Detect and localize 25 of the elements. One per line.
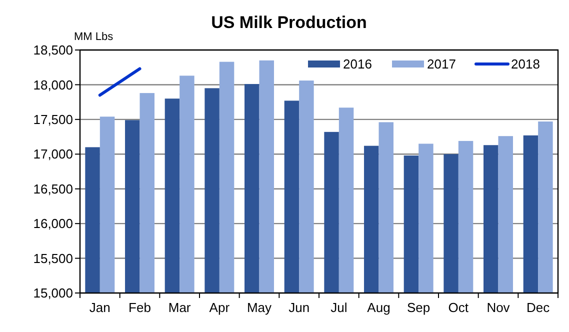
y-tick-label: 18,500 (33, 42, 73, 58)
y-tick-label: 18,000 (33, 77, 73, 92)
y-tick-label: 16,500 (33, 181, 73, 196)
legend-label: 2017 (427, 56, 456, 72)
x-tick-label: Feb (128, 300, 151, 315)
legend-label: 2018 (511, 56, 540, 72)
legend-label: 2016 (343, 56, 372, 72)
x-tick-label: Jun (288, 300, 310, 315)
x-tick-label: May (246, 300, 272, 315)
x-tick-label: Apr (209, 300, 230, 315)
x-tick-label: Jul (330, 300, 348, 315)
x-tick-label: Sep (407, 300, 430, 315)
y-axis-title: MM Lbs (74, 31, 114, 43)
y-tick-label: 15,000 (33, 286, 73, 301)
y-tick-label: 16,000 (33, 216, 73, 232)
x-tick-label: Dec (526, 300, 550, 315)
x-tick-label: Aug (367, 300, 390, 315)
x-tick-label: Nov (486, 300, 510, 315)
x-tick-label: Oct (448, 300, 469, 315)
x-tick-label: Mar (168, 300, 192, 315)
chart-title: US Milk Production (211, 13, 367, 32)
y-tick-label: 15,500 (33, 250, 73, 266)
x-tick-label: Jan (89, 300, 110, 315)
y-tick-label: 17,000 (33, 146, 73, 162)
y-tick-label: 17,500 (33, 112, 73, 127)
